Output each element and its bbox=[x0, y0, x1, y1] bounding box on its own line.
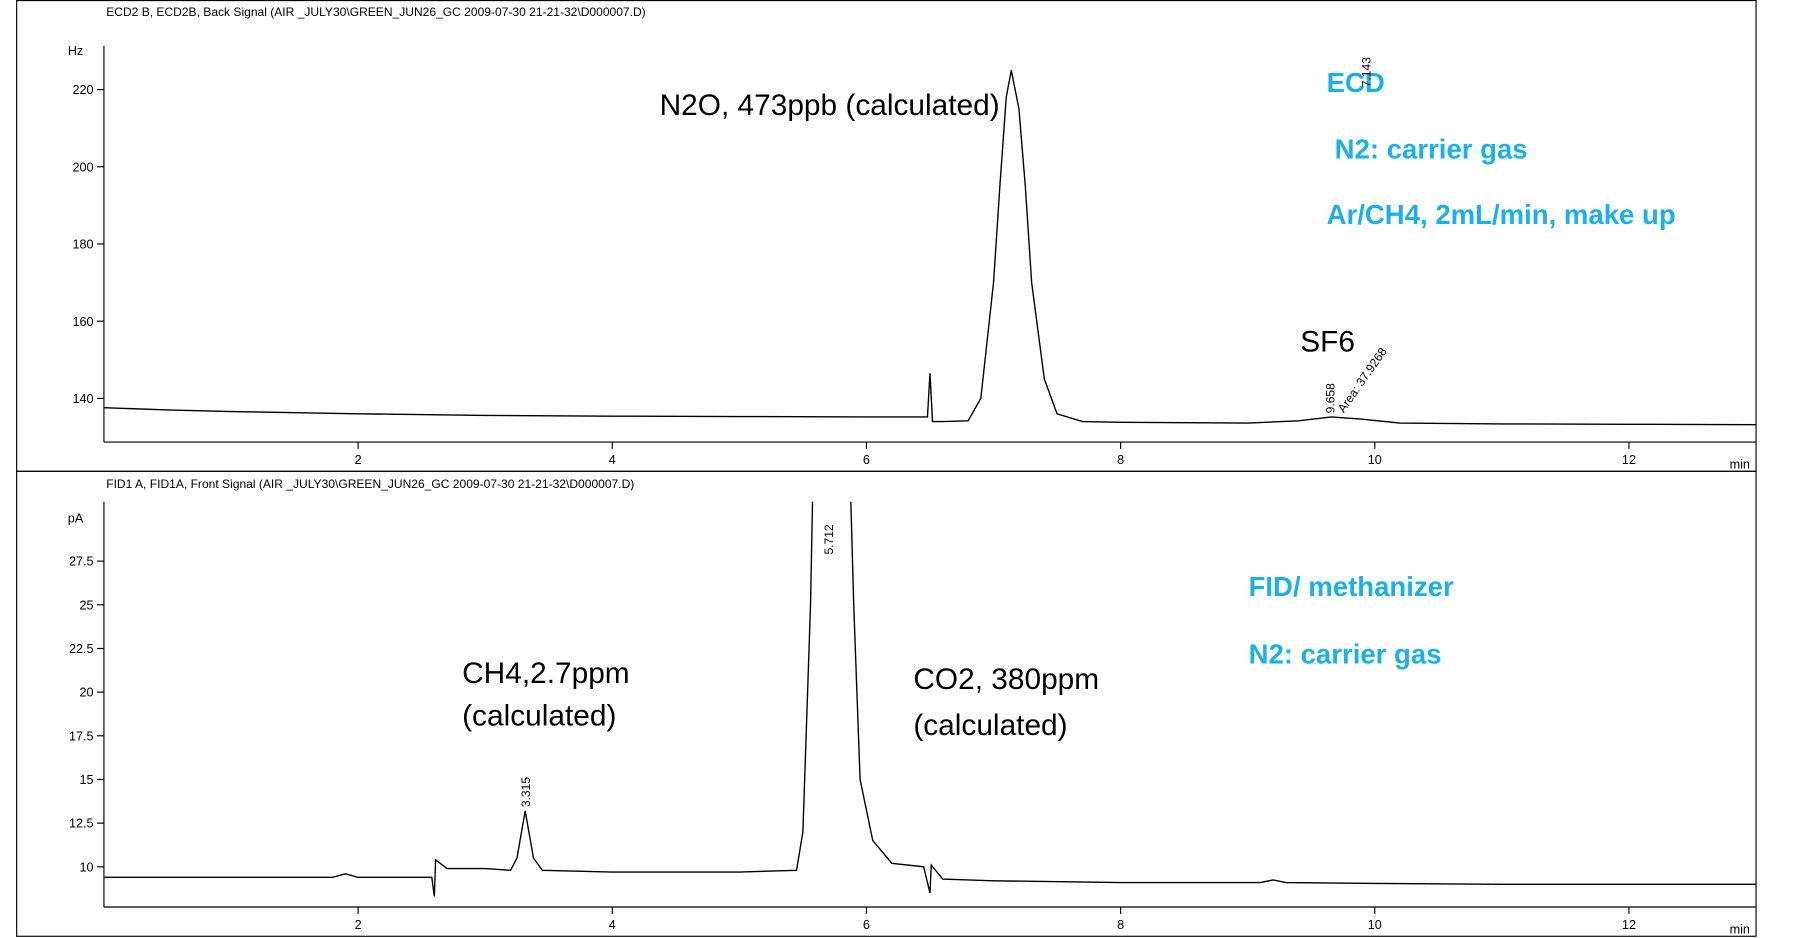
y-tick-label: 10 bbox=[80, 860, 94, 874]
panel-title: FID1 A, FID1A, Front Signal (AIR _JULY30… bbox=[106, 477, 634, 491]
y-tick-label: 22.5 bbox=[69, 642, 94, 656]
y-tick-label: 25 bbox=[80, 598, 94, 612]
x-tick-label: 8 bbox=[1117, 453, 1124, 467]
x-tick-label: 10 bbox=[1368, 453, 1382, 467]
y-tick-label: 220 bbox=[73, 83, 94, 97]
annotation: N2: carrier gas bbox=[1249, 639, 1442, 670]
x-unit: min bbox=[1730, 457, 1750, 471]
annotation: N2O, 473ppb (calculated) bbox=[660, 89, 1000, 122]
annotation: Ar/CH4, 2mL/min, make up bbox=[1327, 199, 1676, 230]
annotation: CO2, 380ppm bbox=[913, 663, 1099, 696]
y-tick-label: 140 bbox=[73, 392, 94, 406]
annotation: CH4,2.7ppm bbox=[462, 657, 630, 690]
annotation: N2: carrier gas bbox=[1335, 133, 1528, 164]
peak-label: 3.315 bbox=[519, 777, 533, 807]
x-unit: min bbox=[1730, 922, 1750, 936]
x-tick-label: 6 bbox=[863, 918, 870, 932]
y-tick-label: 27.5 bbox=[69, 555, 94, 569]
x-tick-label: 4 bbox=[609, 453, 616, 467]
y-tick-label: 160 bbox=[73, 315, 94, 329]
panel-frame bbox=[16, 0, 1757, 472]
x-tick-label: 2 bbox=[355, 453, 362, 467]
peak-label: 5.712 bbox=[822, 524, 836, 554]
panel-title: ECD2 B, ECD2B, Back Signal (AIR _JULY30\… bbox=[106, 5, 645, 19]
y-tick-label: 20 bbox=[80, 686, 94, 700]
signal-trace bbox=[103, 70, 1757, 426]
y-unit: pA bbox=[68, 511, 84, 525]
annotation: FID/ methanizer bbox=[1249, 571, 1454, 602]
y-tick-label: 15 bbox=[80, 773, 94, 787]
y-unit: Hz bbox=[68, 44, 83, 58]
peak-label: 7.143 bbox=[1359, 57, 1373, 87]
x-tick-label: 12 bbox=[1622, 918, 1636, 932]
x-tick-label: 8 bbox=[1117, 918, 1124, 932]
annotation: (calculated) bbox=[462, 700, 616, 733]
x-tick-label: 2 bbox=[355, 918, 362, 932]
signal-trace bbox=[103, 501, 1757, 897]
peak-label: 9.658 bbox=[1324, 383, 1338, 413]
x-tick-label: 10 bbox=[1368, 918, 1382, 932]
x-tick-label: 6 bbox=[863, 453, 870, 467]
y-tick-label: 12.5 bbox=[69, 817, 94, 831]
y-tick-label: 180 bbox=[73, 238, 94, 252]
y-tick-label: 200 bbox=[73, 160, 94, 174]
annotation: (calculated) bbox=[913, 709, 1067, 742]
annotation: SF6 bbox=[1300, 325, 1355, 358]
panel-frame bbox=[16, 470, 1757, 937]
y-tick-label: 17.5 bbox=[69, 729, 94, 743]
x-tick-label: 12 bbox=[1622, 453, 1636, 467]
annotation: ECD bbox=[1327, 67, 1385, 98]
x-tick-label: 4 bbox=[609, 918, 616, 932]
